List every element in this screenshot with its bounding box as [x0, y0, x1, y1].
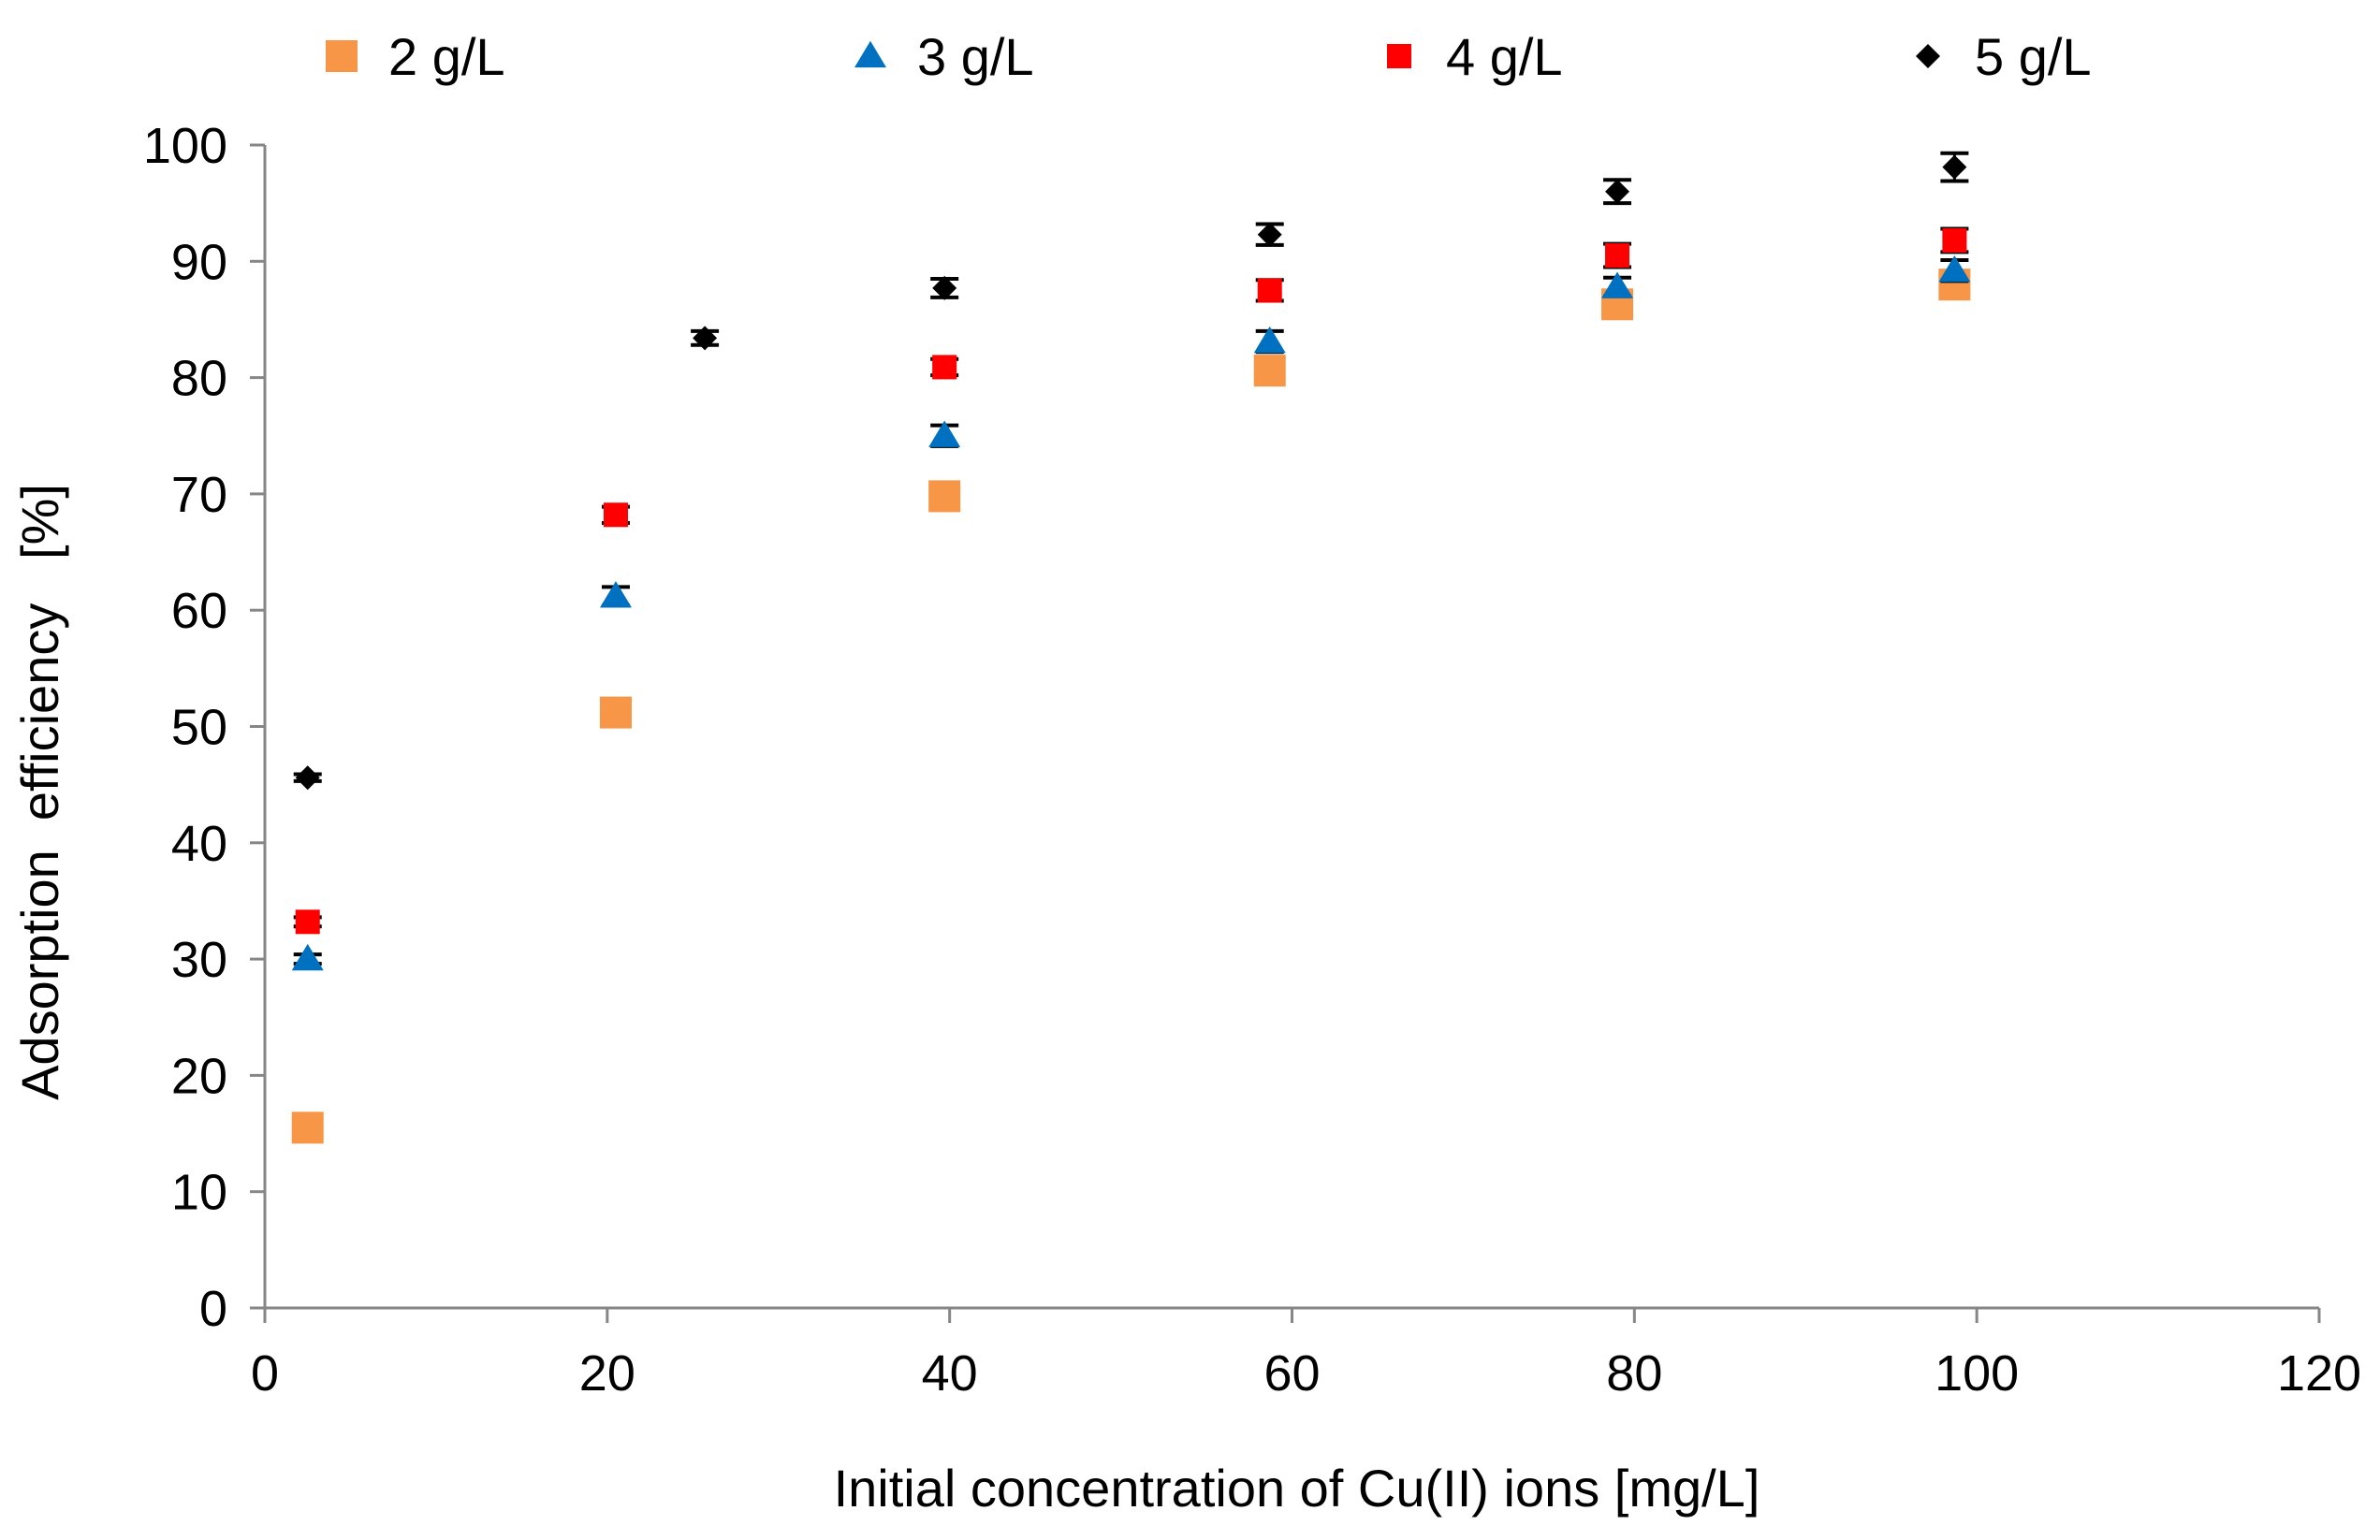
y-tick-label: 30	[171, 932, 227, 988]
x-tick-label: 40	[922, 1345, 978, 1402]
y-tick-label: 10	[171, 1165, 227, 1221]
y-axis-title: Adsorption efficiency [%]	[10, 484, 69, 1100]
series-3-g-l	[291, 255, 1971, 971]
legend: 2 g/L 3 g/L 4 g/L 5 g/L	[326, 27, 2092, 86]
data-point	[932, 355, 957, 380]
legend-item: 2 g/L	[326, 27, 505, 86]
y-tick-label: 100	[143, 118, 227, 174]
series-5-g-l	[293, 151, 1969, 791]
series-2-g-l	[291, 269, 1971, 1144]
x-ticks: 0 20 40 60 80 100 120	[251, 1308, 2361, 1402]
legend-item: 4 g/L	[1387, 27, 1563, 86]
data-point	[295, 909, 320, 935]
data-point	[928, 420, 961, 447]
legend-marker	[1387, 44, 1411, 68]
legend-item: 5 g/L	[1916, 27, 2092, 86]
data-point	[291, 1111, 324, 1144]
x-tick-label: 20	[579, 1345, 635, 1402]
y-tick-label: 70	[171, 467, 227, 523]
series-4-g-l	[293, 226, 1969, 935]
data-points	[291, 151, 1971, 1144]
x-tick-label: 0	[251, 1345, 279, 1402]
data-point	[928, 480, 961, 513]
legend-item: 3 g/L	[854, 27, 1034, 86]
y-tick-label: 0	[199, 1281, 227, 1337]
data-point	[291, 943, 324, 971]
legend-label: 2 g/L	[388, 27, 505, 86]
legend-label: 5 g/L	[1975, 27, 2092, 86]
data-point	[693, 326, 718, 351]
data-point	[1257, 222, 1282, 247]
legend-marker	[854, 40, 886, 68]
x-tick-label: 120	[2277, 1345, 2361, 1402]
data-point	[1601, 271, 1634, 298]
data-point	[1253, 355, 1286, 387]
y-tick-label: 90	[171, 234, 227, 290]
data-point	[1942, 154, 1967, 180]
data-point	[932, 275, 957, 300]
x-tick-label: 80	[1606, 1345, 1662, 1402]
axes	[263, 145, 2319, 1310]
data-point	[1257, 278, 1282, 303]
data-point	[1605, 243, 1630, 269]
data-point	[295, 765, 320, 791]
legend-label: 3 g/L	[917, 27, 1034, 86]
data-point	[1605, 179, 1630, 204]
y-ticks: 0 10 20 30 40 50 60 70 80 90 100	[143, 118, 265, 1337]
data-point	[603, 502, 628, 528]
y-tick-label: 60	[171, 583, 227, 639]
legend-marker	[1916, 44, 1940, 68]
y-tick-label: 40	[171, 816, 227, 872]
data-point	[1253, 326, 1286, 354]
data-point	[599, 696, 632, 729]
y-tick-label: 20	[171, 1048, 227, 1104]
legend-label: 4 g/L	[1446, 27, 1563, 86]
legend-marker	[326, 40, 358, 72]
y-tick-label: 50	[171, 700, 227, 756]
x-tick-label: 60	[1263, 1345, 1320, 1402]
x-tick-label: 100	[1935, 1345, 2019, 1402]
x-axis-title: Initial concentration of Cu(II) ions [mg…	[834, 1459, 1760, 1518]
data-point	[1938, 255, 1971, 283]
data-point	[1942, 227, 1967, 253]
data-point	[599, 581, 632, 608]
y-tick-label: 80	[171, 351, 227, 407]
